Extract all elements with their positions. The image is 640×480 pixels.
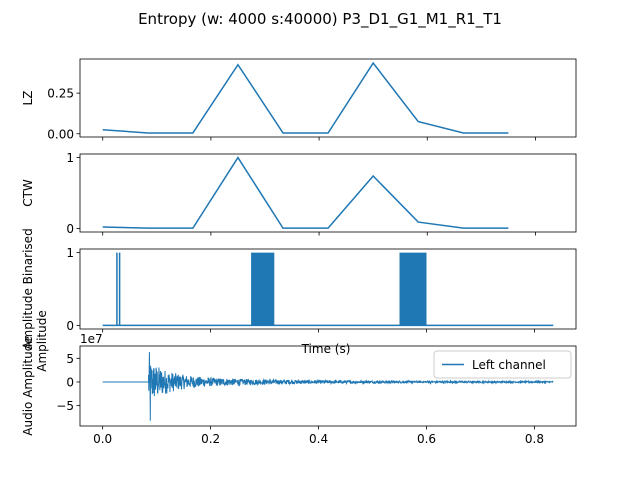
y-axis-label: Audio Amplitude xyxy=(21,336,35,435)
x-tick-label: 0.0 xyxy=(93,432,112,446)
binarised-burst xyxy=(118,252,121,326)
y-tick-label: 1 xyxy=(66,151,74,165)
amplitude-binarised-panel: 0 1 Amplitude Binarised Time (s) xyxy=(21,228,577,356)
x-tick-label: 0.4 xyxy=(309,432,328,446)
lz-panel: 0.00 0.25 LZ xyxy=(21,58,577,141)
y-offset-text: 1e7 xyxy=(80,332,103,346)
waveform-line xyxy=(102,352,554,421)
binarised-burst xyxy=(116,252,118,326)
legend-box xyxy=(433,350,572,379)
axes-frame xyxy=(79,153,577,233)
y-axis-label-overlap: Amplitude xyxy=(35,310,49,372)
x-tick-label: 0.6 xyxy=(417,432,436,446)
binarised-burst xyxy=(399,252,427,326)
x-axis-label: Time (s) xyxy=(301,342,351,356)
audio-amplitude-panel: 0.0 0.2 0.4 0.6 0.8 5 0 −5 Audio Amplitude Amplit… xyxy=(21,310,577,446)
y-tick-label: 0 xyxy=(66,222,74,236)
y-axis-label: LZ xyxy=(21,91,35,106)
y-axis-label: Amplitude Binarised xyxy=(21,228,35,349)
figure-title: Entropy (w: 4000 s:40000) P3_D1_G1_M1_R1… xyxy=(138,10,502,29)
y-tick-label: 0 xyxy=(66,319,74,333)
x-tick-label: 0.8 xyxy=(525,432,544,446)
y-tick-label: 0.00 xyxy=(47,127,74,141)
y-tick-label: 1 xyxy=(66,246,74,260)
y-axis-label: CTW xyxy=(21,179,35,207)
y-tick-label: −5 xyxy=(56,399,74,413)
legend-label: Left channel xyxy=(472,358,546,372)
series-line xyxy=(102,61,509,134)
y-tick-label: 0 xyxy=(66,375,74,389)
axes-frame xyxy=(79,345,577,427)
x-tick-label: 0.2 xyxy=(201,432,220,446)
ctw-panel: 0 1 CTW xyxy=(21,151,577,236)
y-tick-label: 5 xyxy=(66,352,74,366)
axes-frame xyxy=(79,248,577,330)
series-line xyxy=(102,156,509,229)
binarised-burst xyxy=(251,252,275,326)
y-tick-label: 0.25 xyxy=(47,87,74,101)
axes-frame xyxy=(79,58,577,138)
